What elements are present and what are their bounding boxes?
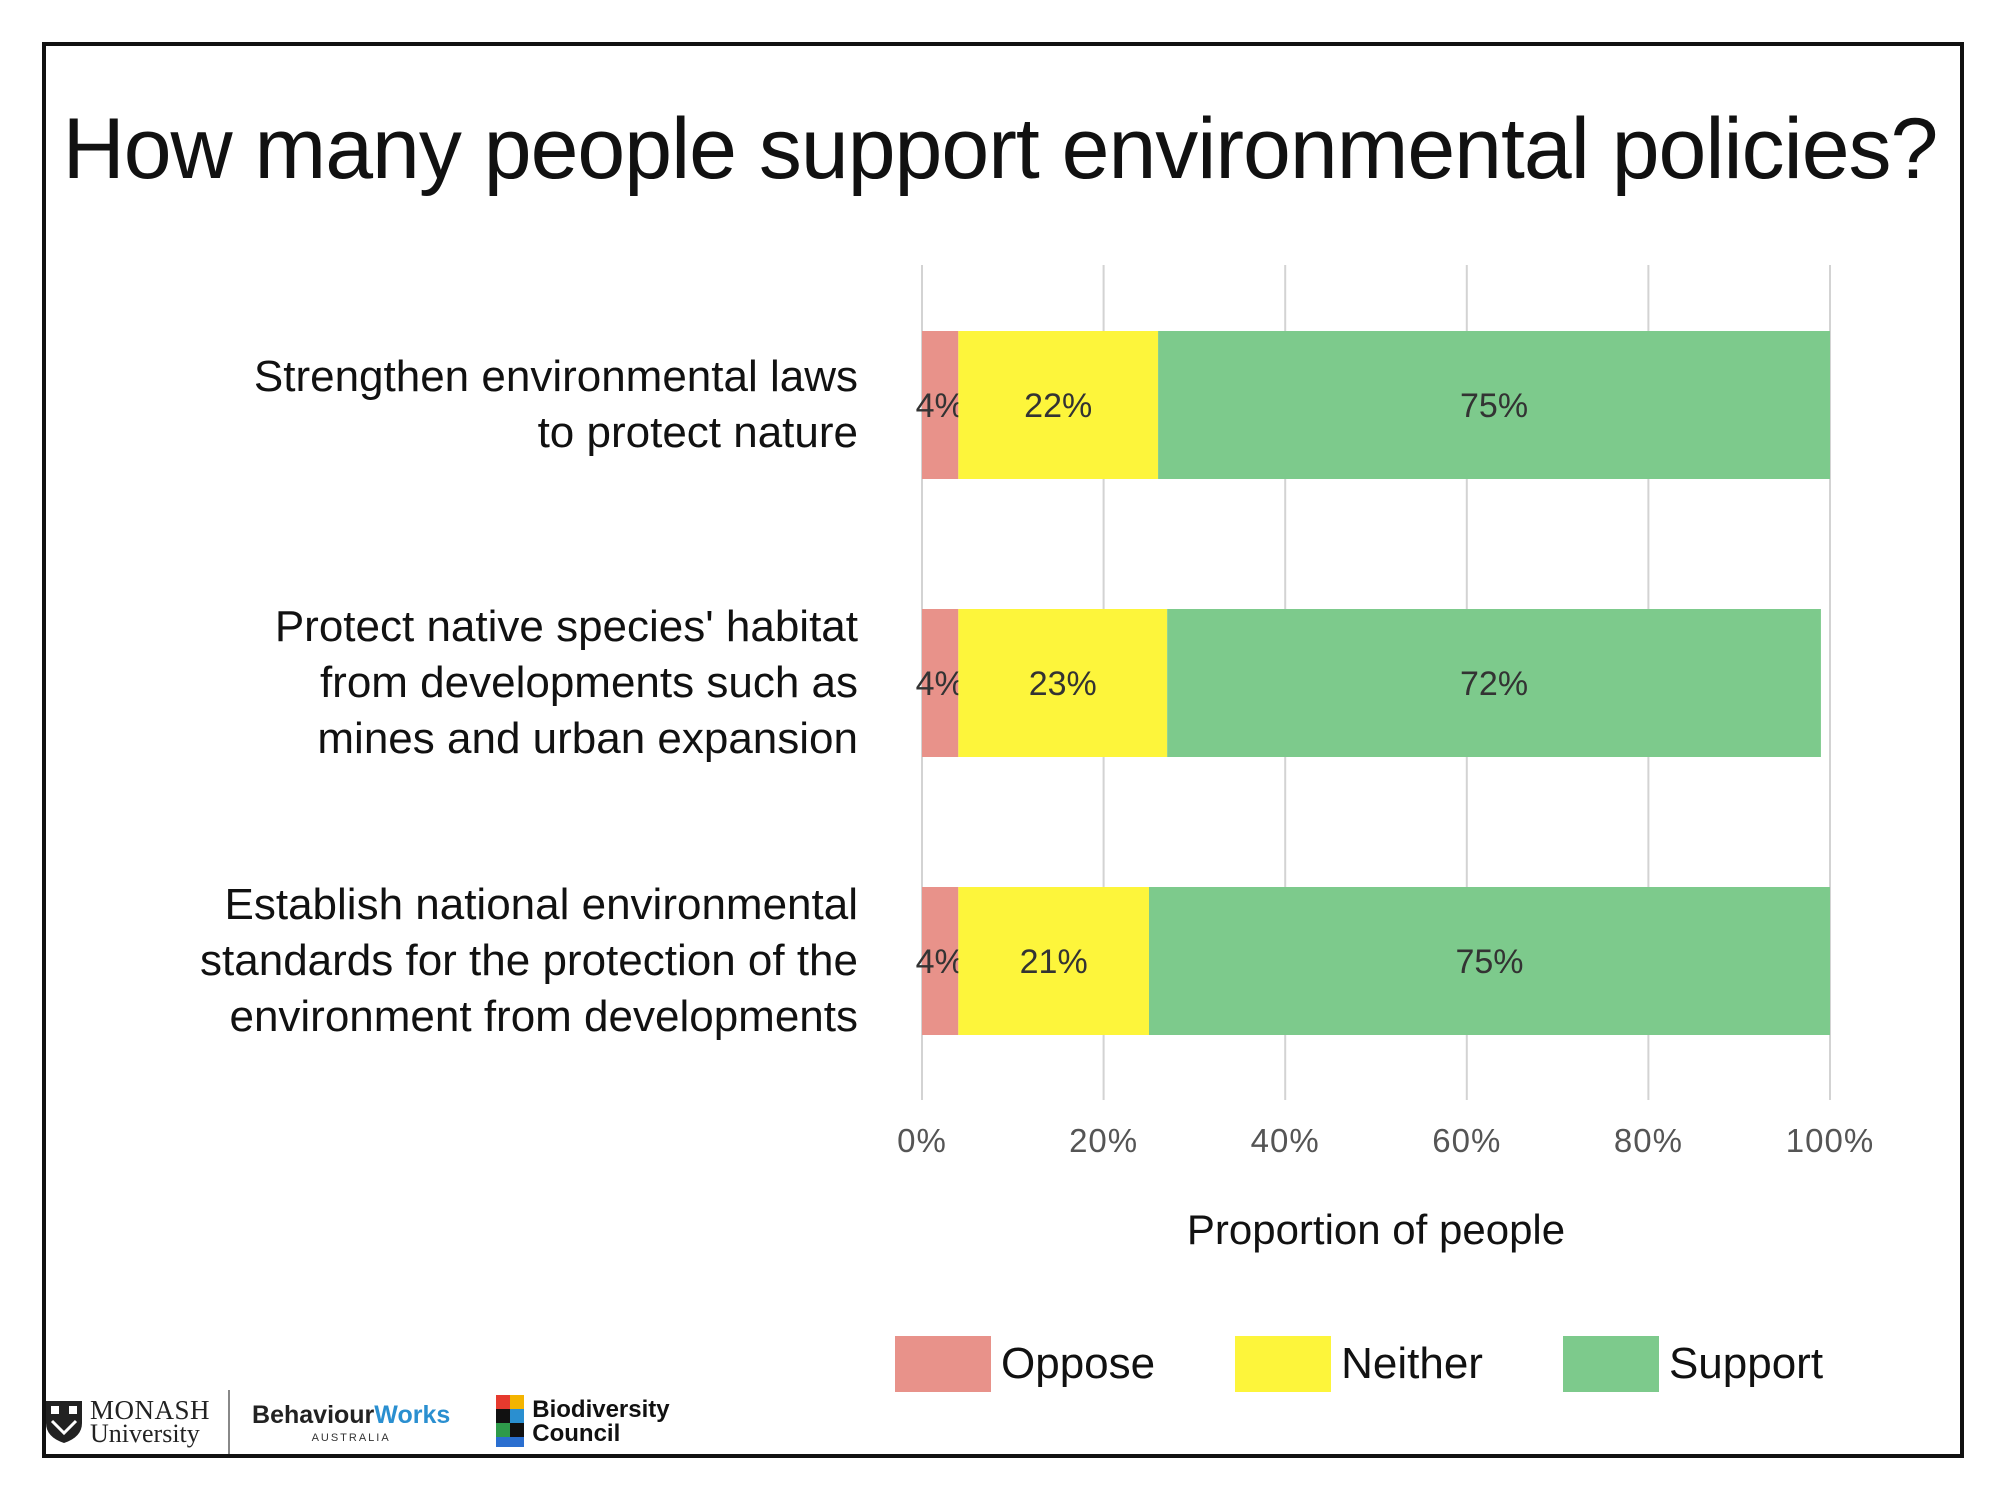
bar-oppose [922, 609, 959, 757]
x-tick-label: 100% [1786, 1122, 1874, 1159]
logo-strip: MONASH University BehaviourWorks AUSTRAL… [44, 1390, 670, 1454]
data-label: 75% [1455, 943, 1523, 981]
biodiversity-line2: Council [532, 1420, 621, 1447]
bar-support [1149, 887, 1830, 1035]
data-label: 72% [1460, 665, 1528, 703]
biodiversity-line1: Biodiversity [532, 1396, 670, 1423]
x-axis-title: Proportion of people [1187, 1206, 1565, 1253]
data-label: 23% [1029, 665, 1097, 703]
chart-title: How many people support environmental po… [62, 101, 1939, 197]
data-label: 4% [916, 943, 965, 981]
data-label: 21% [1020, 943, 1088, 981]
category-label: environment from developments [229, 992, 858, 1041]
x-tick-label: 20% [1069, 1122, 1138, 1159]
bar-oppose [922, 331, 959, 479]
figure-frame [42, 42, 1964, 1458]
monash-shield-icon [46, 1401, 82, 1443]
category-label: standards for the protection of the [200, 936, 858, 985]
bar-neither [958, 609, 1168, 757]
bar-neither [958, 887, 1149, 1035]
monash-sub: University [90, 1419, 200, 1448]
legend-item-oppose: Oppose [895, 1336, 1155, 1392]
legend-swatch-oppose [895, 1336, 991, 1392]
stacked-bar-chart: 0% 20% 40% 60% 80% 100% 4% 22% 75% Strengthen env… [200, 265, 1874, 1253]
biodiversity-mark-icon [496, 1395, 525, 1447]
legend-item-support: Support [1562, 1336, 1824, 1392]
behaviourworks-part2: Works [374, 1400, 451, 1429]
data-label: 4% [916, 387, 965, 425]
legend-label-support: Support [1668, 1339, 1824, 1388]
behaviourworks-sub: AUSTRALIA [311, 1431, 391, 1444]
monash-name: MONASH [90, 1395, 211, 1425]
category-label: Strengthen environmental laws [254, 352, 858, 401]
category-label: Establish national environmental [225, 880, 859, 929]
category-label: from developments such as [320, 658, 858, 707]
category-label: mines and urban expansion [317, 714, 858, 763]
bar-oppose [922, 887, 959, 1035]
bar-support [1158, 331, 1830, 479]
x-tick-label: 80% [1614, 1122, 1683, 1159]
legend-item-neither: Neither [1235, 1336, 1483, 1392]
behaviourworks-part1: Behaviour [252, 1400, 375, 1429]
legend: Oppose Neither Support [895, 1336, 1823, 1392]
behaviourworks-logo: BehaviourWorks AUSTRALIA [252, 1401, 450, 1444]
bar-support [1167, 609, 1821, 757]
x-tick-label: 40% [1251, 1122, 1320, 1159]
category-label: Protect native species' habitat [275, 602, 858, 651]
biodiversity-council-logo: Biodiversity Council [496, 1395, 670, 1449]
data-label: 4% [916, 665, 965, 703]
data-label: 22% [1024, 387, 1092, 425]
monash-logo: MONASH University [44, 1390, 231, 1454]
x-tick-label: 0% [897, 1122, 947, 1159]
x-tick-label: 60% [1432, 1122, 1501, 1159]
legend-swatch-neither [1235, 1336, 1332, 1392]
legend-label-oppose: Oppose [1001, 1339, 1156, 1388]
bar-neither [958, 331, 1159, 479]
legend-label-neither: Neither [1341, 1339, 1483, 1388]
legend-swatch-support [1562, 1336, 1659, 1392]
category-label: to protect nature [538, 408, 858, 457]
data-label: 75% [1460, 387, 1528, 425]
